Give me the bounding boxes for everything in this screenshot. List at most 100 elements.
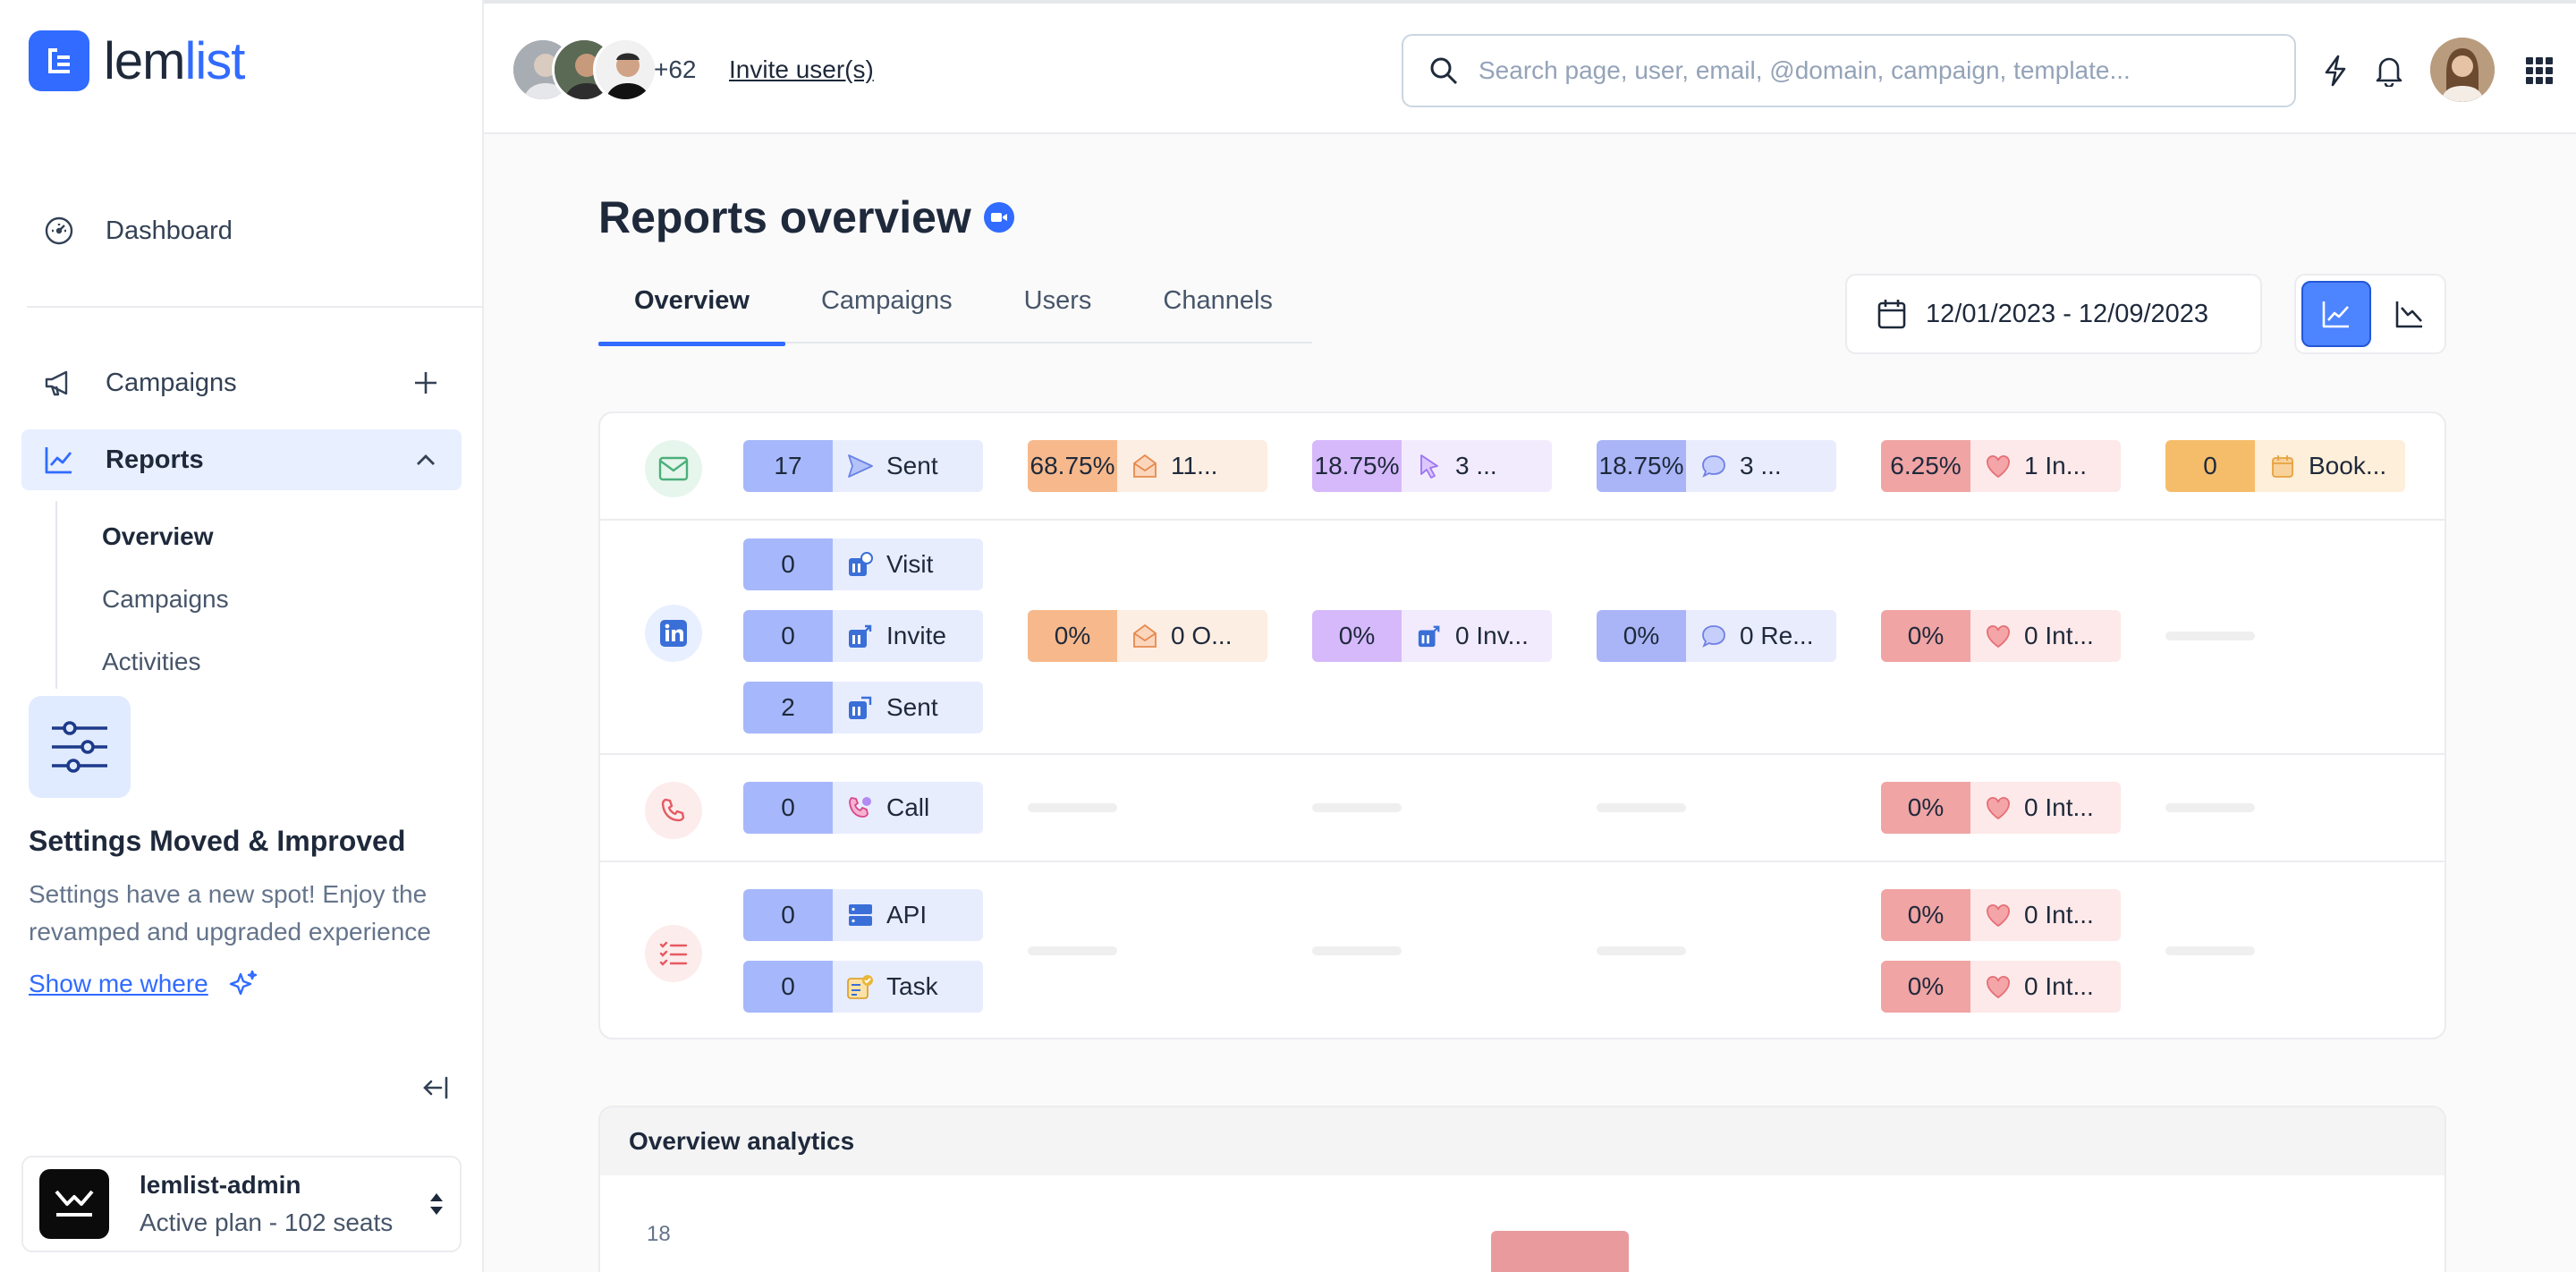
row-divider bbox=[600, 861, 2445, 862]
row-divider bbox=[600, 519, 2445, 521]
call-icon bbox=[845, 793, 876, 823]
stat-label: Invite bbox=[886, 622, 946, 649]
team-avatars[interactable] bbox=[511, 38, 657, 102]
email-sent-stat[interactable]: 17 Sent bbox=[743, 440, 983, 492]
empty-stat-placeholder bbox=[2165, 803, 2255, 812]
tab-users[interactable]: Users bbox=[1023, 286, 1092, 315]
call-interested-stat[interactable]: 0% 0 Int... bbox=[1881, 782, 2121, 834]
sliders-icon bbox=[29, 696, 131, 798]
stat-value: 0 bbox=[743, 889, 833, 941]
email-interested-stat[interactable]: 6.25% 1 In... bbox=[1881, 440, 2121, 492]
api-interested-stat[interactable]: 0% 0 Int... bbox=[1881, 889, 2121, 941]
stat-value: 0 bbox=[743, 782, 833, 834]
stat-label: 0 Int... bbox=[2024, 622, 2094, 649]
subnav-item-campaigns[interactable]: Campaigns bbox=[102, 585, 229, 613]
call-stat[interactable]: 0 Call bbox=[743, 782, 983, 834]
apps-grid-icon[interactable] bbox=[2521, 53, 2557, 89]
sidebar-item-label: Dashboard bbox=[106, 216, 233, 245]
heart-icon bbox=[1983, 621, 2013, 651]
email-booked-stat[interactable]: 0 Book... bbox=[2165, 440, 2405, 492]
api-stat[interactable]: 0 API bbox=[743, 889, 983, 941]
avatar bbox=[593, 38, 657, 102]
bell-icon[interactable] bbox=[2371, 53, 2407, 89]
trend-up-icon bbox=[2322, 301, 2349, 328]
tab-channels[interactable]: Channels bbox=[1163, 286, 1273, 315]
collapse-sidebar-icon[interactable] bbox=[419, 1070, 454, 1106]
chart-bar[interactable] bbox=[1491, 1231, 1629, 1272]
empty-stat-placeholder bbox=[1028, 803, 1117, 812]
email-opened-stat[interactable]: 68.75% 11... bbox=[1028, 440, 1267, 492]
chat-bubble-icon bbox=[1699, 451, 1729, 481]
megaphone-icon bbox=[41, 365, 77, 401]
stat-label: 3 ... bbox=[1455, 452, 1497, 479]
chat-bubble-icon bbox=[1699, 621, 1729, 651]
stat-label: Sent bbox=[886, 452, 938, 479]
stat-value: 18.75% bbox=[1597, 440, 1686, 492]
sidebar-item-reports[interactable]: Reports bbox=[21, 429, 462, 490]
stat-value: 0 bbox=[743, 610, 833, 662]
lightning-icon[interactable] bbox=[2318, 53, 2353, 89]
linkedin-sent-stat[interactable]: 2 Sent bbox=[743, 682, 983, 734]
stat-value: 0% bbox=[1881, 610, 1970, 662]
user-avatar[interactable] bbox=[2430, 38, 2495, 102]
chart-view-area-button[interactable] bbox=[2301, 281, 2371, 347]
y-axis-tick: 18 bbox=[647, 1222, 671, 1246]
stat-value: 0% bbox=[1028, 610, 1117, 662]
add-campaign-button[interactable] bbox=[410, 367, 442, 399]
task-stat[interactable]: 0 Task bbox=[743, 961, 983, 1013]
send-icon bbox=[845, 451, 876, 481]
subnav-item-overview[interactable]: Overview bbox=[102, 522, 214, 550]
settings-card-description: Settings have a new spot! Enjoy the reva… bbox=[29, 880, 431, 946]
sparkles-icon bbox=[229, 970, 257, 996]
global-search[interactable] bbox=[1402, 34, 2296, 107]
sidebar-divider bbox=[27, 306, 484, 308]
video-tutorial-icon[interactable] bbox=[983, 202, 1014, 233]
analytics-title: Overview analytics bbox=[600, 1107, 2445, 1175]
sidebar-item-label: Reports bbox=[106, 445, 204, 474]
extra-users-count[interactable]: +62 bbox=[654, 55, 697, 83]
account-plan: Active plan - 102 seats bbox=[140, 1208, 394, 1236]
email-replied-stat[interactable]: 18.75% 3 ... bbox=[1597, 440, 1836, 492]
stat-label: 1 In... bbox=[2024, 452, 2088, 479]
chevron-up-icon[interactable] bbox=[410, 444, 442, 476]
task-interested-stat[interactable]: 0% 0 Int... bbox=[1881, 961, 2121, 1013]
stat-label: 0 Int... bbox=[2024, 901, 2094, 929]
invite-users-link[interactable]: Invite user(s) bbox=[729, 55, 874, 83]
sidebar-item-campaigns[interactable]: Campaigns bbox=[21, 352, 462, 413]
lemlist-logo[interactable]: lemlist bbox=[29, 30, 245, 91]
sidebar-item-label: Campaigns bbox=[106, 368, 237, 397]
empty-stat-placeholder bbox=[1312, 946, 1402, 955]
show-me-where-link[interactable]: Show me where bbox=[29, 969, 458, 999]
linkedin-opened-stat[interactable]: 0% 0 O... bbox=[1028, 610, 1267, 662]
account-switcher[interactable]: lemlist-admin Active plan - 102 seats bbox=[21, 1156, 462, 1252]
sidebar-item-dashboard[interactable]: Dashboard bbox=[21, 200, 462, 261]
search-input[interactable] bbox=[1479, 56, 2266, 85]
heart-icon bbox=[1983, 900, 2013, 930]
email-clicked-stat[interactable]: 18.75% 3 ... bbox=[1312, 440, 1552, 492]
report-tabs: Overview Campaigns Users Channels bbox=[598, 286, 1312, 346]
linkedin-send-icon bbox=[845, 692, 876, 723]
date-range-value: 12/01/2023 - 12/09/2023 bbox=[1926, 299, 2209, 328]
chart-view-line-button[interactable] bbox=[2375, 281, 2445, 347]
cursor-click-icon bbox=[1414, 451, 1445, 481]
linkedin-visit-stat[interactable]: 0 Visit bbox=[743, 538, 983, 590]
tab-campaigns[interactable]: Campaigns bbox=[820, 286, 953, 315]
server-icon bbox=[845, 900, 876, 930]
account-avatar bbox=[39, 1169, 109, 1239]
stat-value: 17 bbox=[743, 440, 833, 492]
date-range-picker[interactable]: 12/01/2023 - 12/09/2023 bbox=[1845, 274, 2262, 354]
linkedin-invite-icon bbox=[1414, 621, 1445, 651]
subnav-item-activities[interactable]: Activities bbox=[102, 648, 201, 675]
reports-subnav-line bbox=[55, 501, 57, 689]
linkedin-replied-stat[interactable]: 0% 0 Re... bbox=[1597, 610, 1836, 662]
tab-overview[interactable]: Overview bbox=[598, 286, 785, 346]
empty-stat-placeholder bbox=[1597, 803, 1686, 812]
linkedin-invite-stat[interactable]: 0 Invite bbox=[743, 610, 983, 662]
linkedin-interested-stat[interactable]: 0% 0 Int... bbox=[1881, 610, 2121, 662]
stat-value: 0 bbox=[743, 538, 833, 590]
stat-value: 0% bbox=[1597, 610, 1686, 662]
heart-icon bbox=[1983, 793, 2013, 823]
linkedin-invites-stat[interactable]: 0% 0 Inv... bbox=[1312, 610, 1552, 662]
email-icon bbox=[645, 440, 702, 497]
